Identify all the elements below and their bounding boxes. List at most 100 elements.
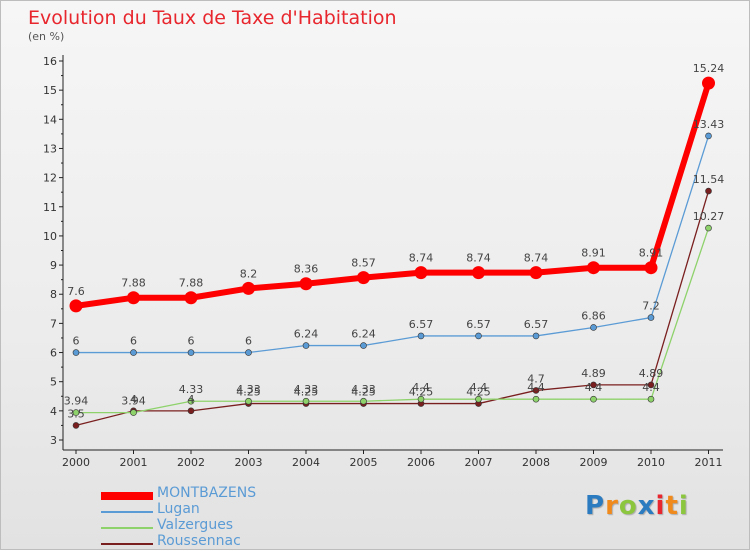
data-label: 8.2 (240, 267, 258, 280)
series-roussennac (72, 187, 712, 429)
data-point (302, 342, 310, 349)
data-label: 4 (188, 393, 195, 406)
data-point (414, 266, 428, 280)
x-tick-label: 2005 (350, 456, 378, 469)
data-label: 8.74 (466, 252, 491, 265)
data-point (72, 349, 80, 356)
series-line (75, 135, 710, 354)
data-label: 8.57 (351, 257, 376, 270)
brand-letter: x (637, 491, 656, 521)
data-label: 3.5 (67, 407, 85, 420)
data-label: 7.2 (642, 300, 660, 313)
series-montbazens (69, 76, 715, 313)
data-point (644, 261, 658, 275)
labels-valzergues: 3.94 3.94 4.33 4.33 4.33 4.33 4.4 4.4 4.4 4.4 4.4 1… (64, 210, 725, 408)
data-point (245, 397, 252, 405)
y-tick-label: 13 (43, 142, 57, 155)
data-label: 4.33 (179, 383, 204, 396)
data-point (72, 422, 80, 429)
data-label: 8.36 (294, 263, 319, 276)
data-point (705, 224, 712, 232)
legend-swatch (101, 511, 153, 513)
x-tick-label: 2000 (62, 456, 90, 469)
legend-item: MONTBAZENS (101, 485, 361, 503)
data-label: 4.25 (409, 386, 434, 399)
x-tick-label: 2003 (235, 456, 263, 469)
y-tick-label: 15 (43, 84, 57, 97)
data-label: 8.74 (409, 252, 434, 265)
y-tick-label: 10 (43, 230, 57, 243)
data-point (472, 266, 485, 280)
data-point (187, 407, 195, 415)
data-label: 7.88 (121, 277, 146, 290)
x-tick-label: 2007 (465, 456, 493, 469)
data-label: 6 (130, 335, 137, 348)
data-label: 8.91 (639, 247, 664, 260)
data-point (590, 324, 597, 331)
chart-title: Evolution du Taux de Taxe d'Habitation (28, 7, 397, 29)
x-tick-label: 2011 (695, 456, 723, 469)
data-label: 11.54 (693, 173, 725, 186)
brand-letter: i (678, 491, 689, 521)
y-tick-label: 3 (50, 434, 57, 447)
x-tick-label: 2008 (522, 456, 550, 469)
labels-roussennac: 3.5 4 4 4.25 4.25 4.25 4.25 4.25 4.7 4.89 4.89 11.5… (67, 173, 724, 420)
data-point (529, 266, 543, 280)
data-label: 4.4 (527, 381, 545, 394)
x-tick-label: 2006 (407, 456, 435, 469)
data-label: 6.57 (466, 318, 491, 331)
data-point (532, 332, 540, 340)
data-label: 4.33 (236, 383, 261, 396)
x-tick-label: 2002 (177, 456, 205, 469)
data-point (357, 271, 370, 285)
legend-swatch (101, 527, 153, 529)
data-point (187, 349, 195, 356)
data-point (242, 281, 255, 295)
y-tick-label: 9 (50, 259, 57, 272)
data-label: 7.6 (67, 285, 85, 298)
data-point (417, 395, 425, 403)
data-label: 4.7 (527, 372, 545, 385)
data-label: 6.57 (524, 318, 549, 331)
data-label: 6 (73, 335, 80, 348)
legend: MONTBAZENS Lugan Valzergues Roussennac (101, 485, 361, 551)
data-point (245, 349, 252, 356)
data-point (647, 314, 655, 321)
y-unit-label: (en %) (28, 30, 65, 43)
x-tick-label: 2004 (292, 456, 320, 469)
legend-item: Roussennac (101, 533, 361, 551)
data-point (702, 76, 715, 90)
data-point (127, 291, 140, 305)
data-label: 4 (130, 393, 137, 406)
data-point (590, 395, 597, 403)
data-label: 4.33 (294, 383, 319, 396)
legend-item: Valzergues (101, 517, 361, 535)
data-label: 3.94 (121, 395, 146, 408)
legend-label: Roussennac (157, 533, 241, 549)
data-point (705, 132, 712, 140)
brand-letter: i (655, 491, 666, 521)
data-label: 13.43 (693, 118, 725, 131)
data-point (475, 395, 482, 403)
labels-montbazens: 7.6 7.88 7.88 8.2 8.36 8.57 8.74 8.74 8.74 8.91 8.… (67, 62, 724, 298)
data-label: 8.74 (524, 252, 549, 265)
series-lugan (72, 132, 712, 356)
data-label: 6 (188, 335, 195, 348)
legend-label: Valzergues (157, 517, 234, 533)
labels-lugan: 6 6 6 6 6.24 6.24 6.57 6.57 6.57 6.86 7.2 13.43 (73, 118, 725, 348)
legend-item: Lugan (101, 501, 361, 519)
data-label: 6 (245, 335, 252, 348)
data-point (360, 397, 367, 405)
data-point (532, 395, 540, 403)
data-point (184, 291, 198, 305)
data-label: 4.25 (294, 386, 319, 399)
data-point (475, 332, 482, 340)
data-point (187, 397, 195, 405)
y-tick-label: 8 (50, 288, 57, 301)
x-tick-label: 2009 (580, 456, 608, 469)
data-label: 4.33 (351, 383, 376, 396)
y-tick-label: 5 (50, 376, 57, 389)
data-point (705, 187, 712, 195)
